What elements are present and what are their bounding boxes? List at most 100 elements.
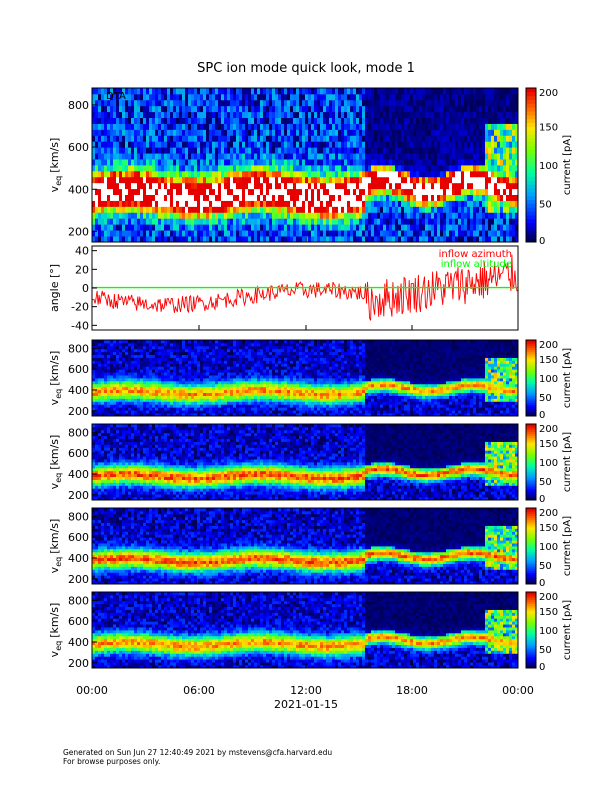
heatmap-cell [146, 201, 149, 207]
heatmap-cell [332, 189, 335, 195]
heatmap-cell [116, 183, 119, 189]
heatmap-cell [125, 106, 128, 112]
heatmap-cell [134, 378, 137, 381]
heatmap-cell [191, 404, 194, 407]
heatmap-cell [266, 159, 269, 165]
heatmap-cell [362, 124, 365, 130]
heatmap-cell [98, 153, 101, 159]
heatmap-cell [170, 378, 173, 381]
heatmap-cell [377, 135, 380, 141]
heatmap-cell [440, 153, 443, 159]
heatmap-cell [512, 206, 515, 212]
heatmap-cell [167, 349, 170, 352]
heatmap-cell [329, 112, 332, 118]
heatmap-cell [263, 218, 266, 224]
heatmap-cell [164, 372, 167, 375]
heatmap-cell [209, 387, 212, 390]
heatmap-cell [419, 118, 422, 124]
heatmap-cell [482, 88, 485, 94]
heatmap-cell [296, 212, 299, 218]
heatmap-cell [308, 165, 311, 171]
heatmap-cell [425, 100, 428, 106]
heatmap-cell [284, 195, 287, 201]
heatmap-cell [182, 118, 185, 124]
heatmap-cell [245, 183, 248, 189]
heatmap-cell [233, 171, 236, 177]
heatmap-cell [98, 346, 101, 349]
heatmap-cell [230, 396, 233, 399]
heatmap-cell [119, 360, 122, 363]
heatmap-cell [275, 112, 278, 118]
heatmap-cell [299, 230, 302, 236]
heatmap-cell [383, 141, 386, 147]
heatmap-cell [233, 94, 236, 100]
heatmap-cell [116, 153, 119, 159]
heatmap-cell [443, 147, 446, 153]
heatmap-cell [314, 230, 317, 236]
heatmap-cell [200, 183, 203, 189]
heatmap-cell [467, 106, 470, 112]
heatmap-cell [182, 366, 185, 369]
heatmap-cell [368, 106, 371, 112]
heatmap-cell [161, 177, 164, 183]
heatmap-cell [350, 147, 353, 153]
heatmap-cell [110, 147, 113, 153]
heatmap-cell [377, 212, 380, 218]
heatmap-cell [113, 141, 116, 147]
heatmap-cell [377, 165, 380, 171]
heatmap-cell [332, 94, 335, 100]
heatmap-cell [269, 195, 272, 201]
heatmap-cell [158, 366, 161, 369]
heatmap-cell [302, 206, 305, 212]
heatmap-cell [242, 171, 245, 177]
heatmap-cell [164, 407, 167, 410]
heatmap-cell [323, 112, 326, 118]
heatmap-cell [209, 393, 212, 396]
heatmap-cell [365, 118, 368, 124]
heatmap-cell [95, 206, 98, 212]
heatmap-cell [326, 206, 329, 212]
heatmap-cell [416, 118, 419, 124]
heatmap-cell [197, 183, 200, 189]
heatmap-cell [464, 201, 467, 207]
heatmap-cell [128, 404, 131, 407]
heatmap-cell [125, 189, 128, 195]
heatmap-cell [467, 201, 470, 207]
heatmap-cell [497, 236, 500, 242]
heatmap-cell [146, 147, 149, 153]
heatmap-cell [440, 189, 443, 195]
heatmap-cell [110, 118, 113, 124]
heatmap-cell [314, 112, 317, 118]
heatmap-cell [266, 236, 269, 242]
heatmap-cell [398, 153, 401, 159]
heatmap-cell [200, 112, 203, 118]
heatmap-cell [485, 165, 488, 171]
heatmap-cell [104, 366, 107, 369]
heatmap-cell [188, 159, 191, 165]
heatmap-cell [239, 141, 242, 147]
heatmap-cell [137, 358, 140, 361]
heatmap-cell [134, 384, 137, 387]
heatmap-cell [311, 224, 314, 230]
heatmap-cell [110, 375, 113, 378]
heatmap-cell [113, 212, 116, 218]
heatmap-cell [362, 165, 365, 171]
heatmap-cell [113, 375, 116, 378]
heatmap-cell [404, 124, 407, 130]
heatmap-cell [302, 94, 305, 100]
heatmap-cell [218, 195, 221, 201]
heatmap-cell [371, 147, 374, 153]
heatmap-cell [194, 189, 197, 195]
heatmap-cell [182, 112, 185, 118]
heatmap-cell [344, 106, 347, 112]
heatmap-cell [206, 206, 209, 212]
heatmap-cell [173, 124, 176, 130]
heatmap-cell [104, 124, 107, 130]
heatmap-cell [260, 88, 263, 94]
heatmap-cell [290, 224, 293, 230]
heatmap-cell [227, 135, 230, 141]
heatmap-cell [98, 147, 101, 153]
heatmap-cell [95, 135, 98, 141]
heatmap-cell [449, 177, 452, 183]
heatmap-cell [197, 387, 200, 390]
